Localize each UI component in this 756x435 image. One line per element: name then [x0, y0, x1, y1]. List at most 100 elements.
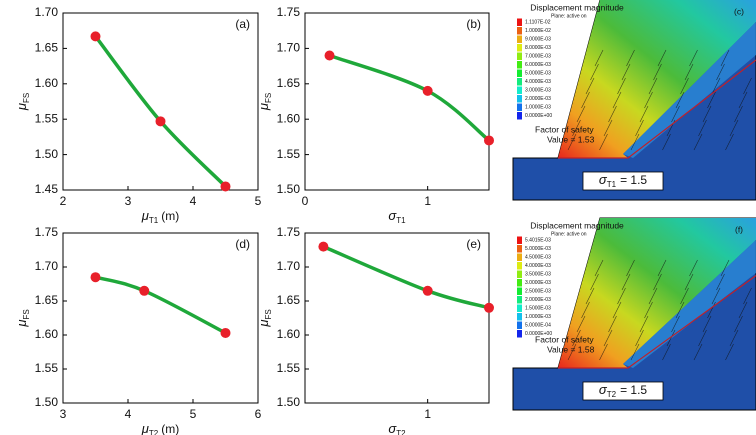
legend-title: Displacement magnitude	[530, 2, 624, 12]
vector-stroke	[635, 119, 644, 137]
vector-stroke	[626, 259, 635, 277]
vector-stroke	[693, 343, 703, 361]
y-tick-label: 1.65	[35, 41, 59, 55]
panel-label: (b)	[466, 17, 481, 31]
legend-swatch	[517, 103, 522, 111]
vector-stroke	[720, 259, 730, 277]
vector-stroke	[743, 287, 752, 305]
x-tick-label: 4	[190, 194, 197, 208]
fos-value: Value = 1.53	[547, 134, 595, 144]
vector-stroke	[644, 91, 653, 109]
vector-stroke	[680, 77, 689, 95]
data-point	[484, 135, 494, 146]
vector-stroke	[689, 259, 698, 277]
vector-stroke	[630, 343, 640, 361]
vector-stroke	[720, 49, 730, 67]
series-line	[95, 275, 227, 335]
vector-stroke	[626, 49, 635, 67]
vector-stroke	[666, 329, 676, 347]
legend-swatch	[517, 86, 522, 94]
x-tick-label: 6	[255, 407, 262, 421]
slip-outline	[558, 59, 756, 159]
legend-swatch	[517, 112, 522, 120]
legend-value: 1.0000E-03	[525, 314, 551, 320]
legend-swatch	[517, 304, 522, 312]
x-tick-label: 4	[125, 407, 132, 421]
label-symbol: μ	[14, 320, 29, 328]
y-tick-label: 1.70	[35, 259, 59, 273]
vector-stroke	[608, 105, 617, 123]
x-axis-label: σT2	[388, 421, 406, 435]
vector-stroke	[743, 77, 752, 95]
panel-label: (e)	[466, 237, 481, 251]
vector-stroke	[657, 49, 667, 67]
legend-swatch	[517, 262, 522, 270]
y-tick-label: 1.50	[35, 147, 59, 161]
legend-value: 6.0000E-03	[525, 62, 551, 68]
data-point	[484, 302, 494, 313]
legend-value: 0.0000E+00	[525, 113, 552, 119]
vector-stroke	[662, 343, 671, 361]
legend-value: 4.5000E-03	[525, 254, 551, 260]
legend-value: 3.5000E-03	[525, 271, 551, 277]
label-subscript: T2	[396, 429, 406, 435]
fos-title: Factor of safety	[535, 334, 594, 344]
legend-value: 5.0000E-03	[525, 246, 551, 252]
caption: σT2 = 1.5	[599, 382, 648, 399]
x-tick-label: 5	[255, 194, 262, 208]
legend-value: 2.0000E-03	[525, 96, 551, 102]
vector-stroke	[671, 105, 680, 123]
panel-label: (a)	[235, 17, 250, 31]
vector-stroke	[702, 105, 712, 123]
vector-stroke	[671, 315, 680, 333]
vector-stroke	[639, 315, 649, 333]
legend-swatch	[517, 35, 522, 43]
label-subscript: T2	[607, 390, 617, 399]
panel-label: (c)	[734, 6, 744, 16]
vector-stroke	[653, 63, 662, 81]
legend-value: 3.0000E-03	[525, 87, 551, 93]
vector-stroke	[581, 91, 590, 109]
vector-stroke	[599, 343, 608, 361]
legend-swatch	[517, 279, 522, 287]
y-tick-label: 1.65	[277, 76, 301, 90]
caption-box	[582, 171, 664, 191]
y-tick-label: 1.60	[35, 76, 59, 90]
vector-stroke	[698, 119, 707, 137]
vector-stroke	[738, 91, 748, 109]
label-symbol: μ	[14, 103, 29, 111]
legend-value: 3.0000E-03	[525, 280, 551, 286]
vector-stroke	[734, 105, 743, 123]
displacement-zone	[558, 218, 756, 368]
y-tick-label: 1.55	[277, 361, 301, 375]
y-tick-label: 1.65	[277, 293, 301, 307]
vector-stroke	[576, 315, 586, 333]
vector-stroke	[716, 273, 725, 291]
label-symbol: σ	[388, 421, 397, 435]
vector-stroke	[707, 91, 716, 109]
vector-stroke	[657, 259, 667, 277]
legend-swatch	[517, 52, 522, 60]
label-symbol: μ	[256, 103, 271, 111]
label-subscript: FS	[264, 309, 273, 319]
data-point	[90, 272, 101, 283]
plot-frame	[304, 12, 490, 191]
legend-subtitle: Plane: active on	[551, 231, 587, 237]
x-tick-label: 3	[125, 194, 132, 208]
x-axis-label: μT2 (m)	[141, 421, 179, 435]
y-tick-label: 1.50	[277, 395, 301, 409]
legend-value: 8.0000E-03	[525, 45, 551, 51]
vector-stroke	[684, 63, 694, 81]
fos-title: Factor of safety	[535, 124, 594, 134]
vector-stroke	[590, 63, 599, 81]
y-tick-label: 1.60	[35, 327, 59, 341]
legend-swatch	[517, 253, 522, 261]
vector-stroke	[576, 105, 586, 123]
legend-swatch	[517, 236, 522, 244]
y-tick-label: 1.55	[35, 111, 59, 125]
legend-swatch	[517, 95, 522, 103]
x-tick-label: 5	[190, 407, 197, 421]
